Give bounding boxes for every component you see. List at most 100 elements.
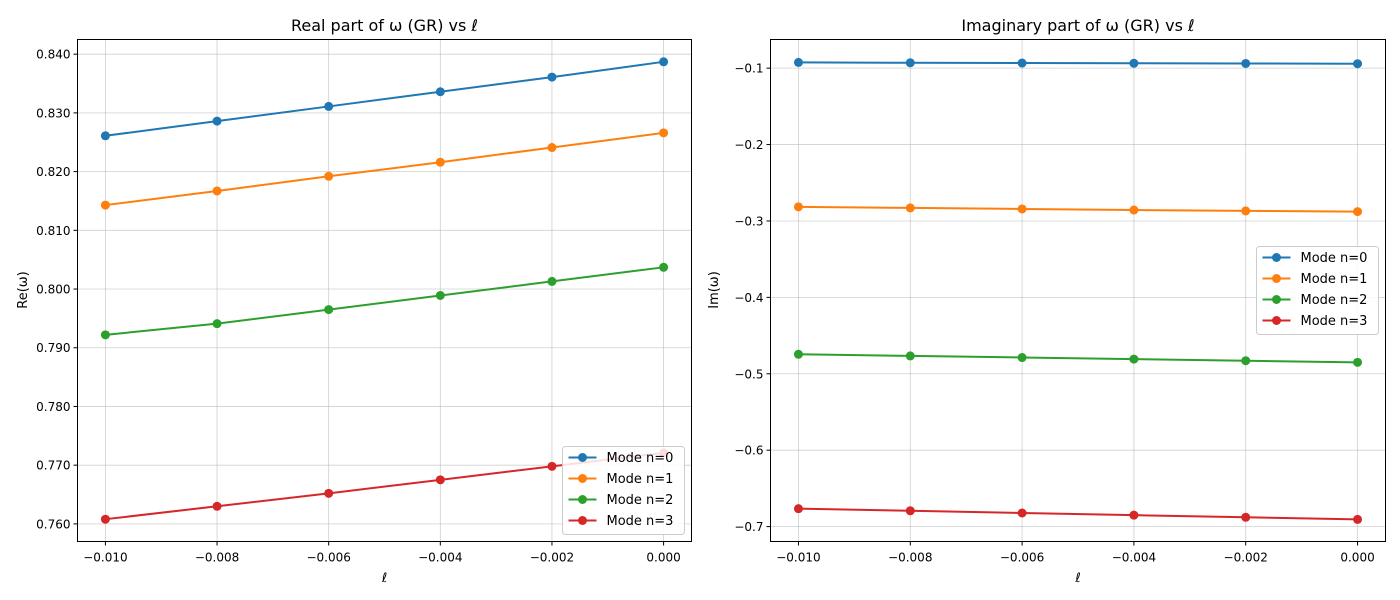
real-data-point-n2 bbox=[324, 305, 334, 315]
imag-data-point-n3 bbox=[793, 504, 803, 514]
real-legend-label: Mode n=0 bbox=[607, 451, 674, 466]
imag-x-tick-label: −0.002 bbox=[1224, 551, 1268, 565]
real-data-point-n1 bbox=[212, 186, 222, 196]
real-x-tick-label: −0.008 bbox=[195, 551, 239, 565]
real-axes-frame bbox=[77, 39, 692, 542]
real-y-tick-label: 0.780 bbox=[36, 400, 70, 414]
imag-y-tick-label: −0.7 bbox=[734, 520, 763, 534]
real-y-tick-label: 0.830 bbox=[36, 106, 70, 120]
imag-legend-label: Mode n=1 bbox=[1301, 272, 1368, 287]
imag-x-axis-label: ℓ bbox=[1074, 571, 1080, 586]
real-data-point-n3 bbox=[324, 488, 334, 498]
imag-legend-marker bbox=[1272, 316, 1281, 325]
real-y-tick-label: 0.840 bbox=[36, 48, 70, 62]
real-data-point-n1 bbox=[100, 200, 110, 210]
imag-data-point-n0 bbox=[1241, 58, 1251, 68]
real-y-tick-label: 0.760 bbox=[36, 517, 70, 531]
imag-data-point-n0 bbox=[1353, 59, 1363, 69]
real-data-point-n2 bbox=[547, 276, 557, 286]
imag-y-tick-label: −0.3 bbox=[734, 214, 763, 228]
imag-data-point-n2 bbox=[905, 351, 915, 361]
imag-series-line-n0 bbox=[798, 61, 1358, 65]
real-ticks: −0.010 −0.008 −0.006 −0.004 −0.002 0.000 0.760… bbox=[36, 48, 681, 565]
real-y-tick-label: 0.810 bbox=[36, 224, 70, 238]
real-grid bbox=[77, 39, 692, 542]
real-x-tick-label: −0.004 bbox=[418, 551, 462, 565]
real-series-line-n1 bbox=[105, 131, 664, 207]
imag-data-point-n2 bbox=[1353, 357, 1363, 367]
real-data-point-n1 bbox=[435, 157, 445, 167]
real-data-point-n1 bbox=[659, 128, 669, 138]
real-x-tick-label: −0.010 bbox=[83, 551, 127, 565]
real-y-tick-label: 0.770 bbox=[36, 459, 70, 473]
real-x-axis-label: ℓ bbox=[381, 571, 387, 586]
real-data-point-n0 bbox=[659, 57, 669, 67]
imag-data-point-n3 bbox=[1017, 508, 1027, 518]
imag-series bbox=[793, 57, 1363, 524]
imag-legend-frame bbox=[1256, 246, 1379, 335]
real-data-point-n2 bbox=[435, 290, 445, 300]
imag-data-point-n1 bbox=[1353, 207, 1363, 217]
imag-data-point-n1 bbox=[1129, 205, 1139, 215]
imag-legend-label: Mode n=0 bbox=[1301, 251, 1368, 266]
real-series-line-n0 bbox=[105, 60, 664, 137]
imag-data-point-n1 bbox=[1017, 204, 1027, 214]
real-y-tick-label: 0.800 bbox=[36, 283, 70, 297]
imag-y-tick-label: −0.4 bbox=[734, 291, 763, 305]
imag-legend: Mode n=0 Mode n=1 Mode n=2 Mode n=3 bbox=[1256, 246, 1379, 335]
imag-data-point-n0 bbox=[793, 57, 803, 67]
real-y-tick-label: 0.790 bbox=[36, 341, 70, 355]
imag-data-point-n0 bbox=[1017, 58, 1027, 68]
real-series-line-n2 bbox=[105, 266, 664, 336]
imag-x-tick-label: −0.010 bbox=[776, 551, 820, 565]
imag-data-point-n0 bbox=[1129, 58, 1139, 68]
imag-y-tick-label: −0.6 bbox=[734, 444, 763, 458]
real-data-point-n2 bbox=[659, 262, 669, 272]
imag-legend-label: Mode n=3 bbox=[1301, 314, 1368, 329]
real-data-point-n0 bbox=[547, 72, 557, 82]
imag-series-line-n2 bbox=[798, 353, 1358, 364]
imag-data-point-n1 bbox=[1241, 206, 1251, 216]
imag-y-tick-label: −0.1 bbox=[734, 62, 763, 76]
real-data-point-n0 bbox=[324, 101, 334, 111]
real-x-tick-label: −0.002 bbox=[530, 551, 574, 565]
real-x-tick-label: 0.000 bbox=[646, 551, 680, 565]
imag-x-tick-label: −0.004 bbox=[1112, 551, 1156, 565]
imag-data-point-n0 bbox=[905, 58, 915, 68]
imaginary-part-chart: −0.010 −0.008 −0.006 −0.004 −0.002 0.000 −0.7 −… bbox=[707, 16, 1386, 586]
real-y-tick-label: 0.820 bbox=[36, 165, 70, 179]
real-data-point-n0 bbox=[435, 87, 445, 97]
real-data-point-n1 bbox=[324, 171, 334, 181]
real-x-tick-label: −0.006 bbox=[306, 551, 350, 565]
imag-x-tick-label: −0.008 bbox=[888, 551, 932, 565]
imag-chart-title: Imaginary part of ω (GR) vs ℓ bbox=[961, 16, 1194, 35]
real-part-chart: −0.010 −0.008 −0.006 −0.004 −0.002 0.000 0.760… bbox=[16, 16, 692, 586]
imag-data-point-n2 bbox=[1129, 354, 1139, 364]
real-legend-marker bbox=[578, 495, 587, 504]
imag-data-point-n1 bbox=[793, 202, 803, 212]
real-data-point-n2 bbox=[212, 319, 222, 329]
real-legend: Mode n=0 Mode n=1 Mode n=2 Mode n=3 bbox=[562, 446, 685, 535]
real-data-point-n3 bbox=[212, 501, 222, 511]
imag-ticks: −0.010 −0.008 −0.006 −0.004 −0.002 0.000 −0.7 −… bbox=[734, 62, 1374, 565]
real-legend-marker bbox=[578, 453, 587, 462]
imag-data-point-n3 bbox=[905, 506, 915, 516]
imag-y-axis-label: Im(ω) bbox=[707, 271, 722, 309]
imag-legend-marker bbox=[1272, 274, 1281, 283]
real-legend-label: Mode n=3 bbox=[607, 514, 674, 529]
real-chart-title: Real part of ω (GR) vs ℓ bbox=[291, 16, 478, 35]
imag-grid bbox=[770, 39, 1386, 542]
imag-legend-marker bbox=[1272, 295, 1281, 304]
real-legend-frame bbox=[562, 446, 685, 535]
real-legend-marker bbox=[578, 516, 587, 525]
imag-axes-frame bbox=[770, 39, 1386, 542]
imag-y-tick-label: −0.2 bbox=[734, 138, 763, 152]
imag-data-point-n3 bbox=[1241, 512, 1251, 522]
imag-series-line-n1 bbox=[798, 205, 1358, 213]
imag-x-tick-label: −0.006 bbox=[1000, 551, 1044, 565]
real-data-point-n3 bbox=[100, 514, 110, 524]
imag-y-tick-label: −0.5 bbox=[734, 367, 763, 381]
real-y-axis-label: Re(ω) bbox=[16, 271, 31, 308]
